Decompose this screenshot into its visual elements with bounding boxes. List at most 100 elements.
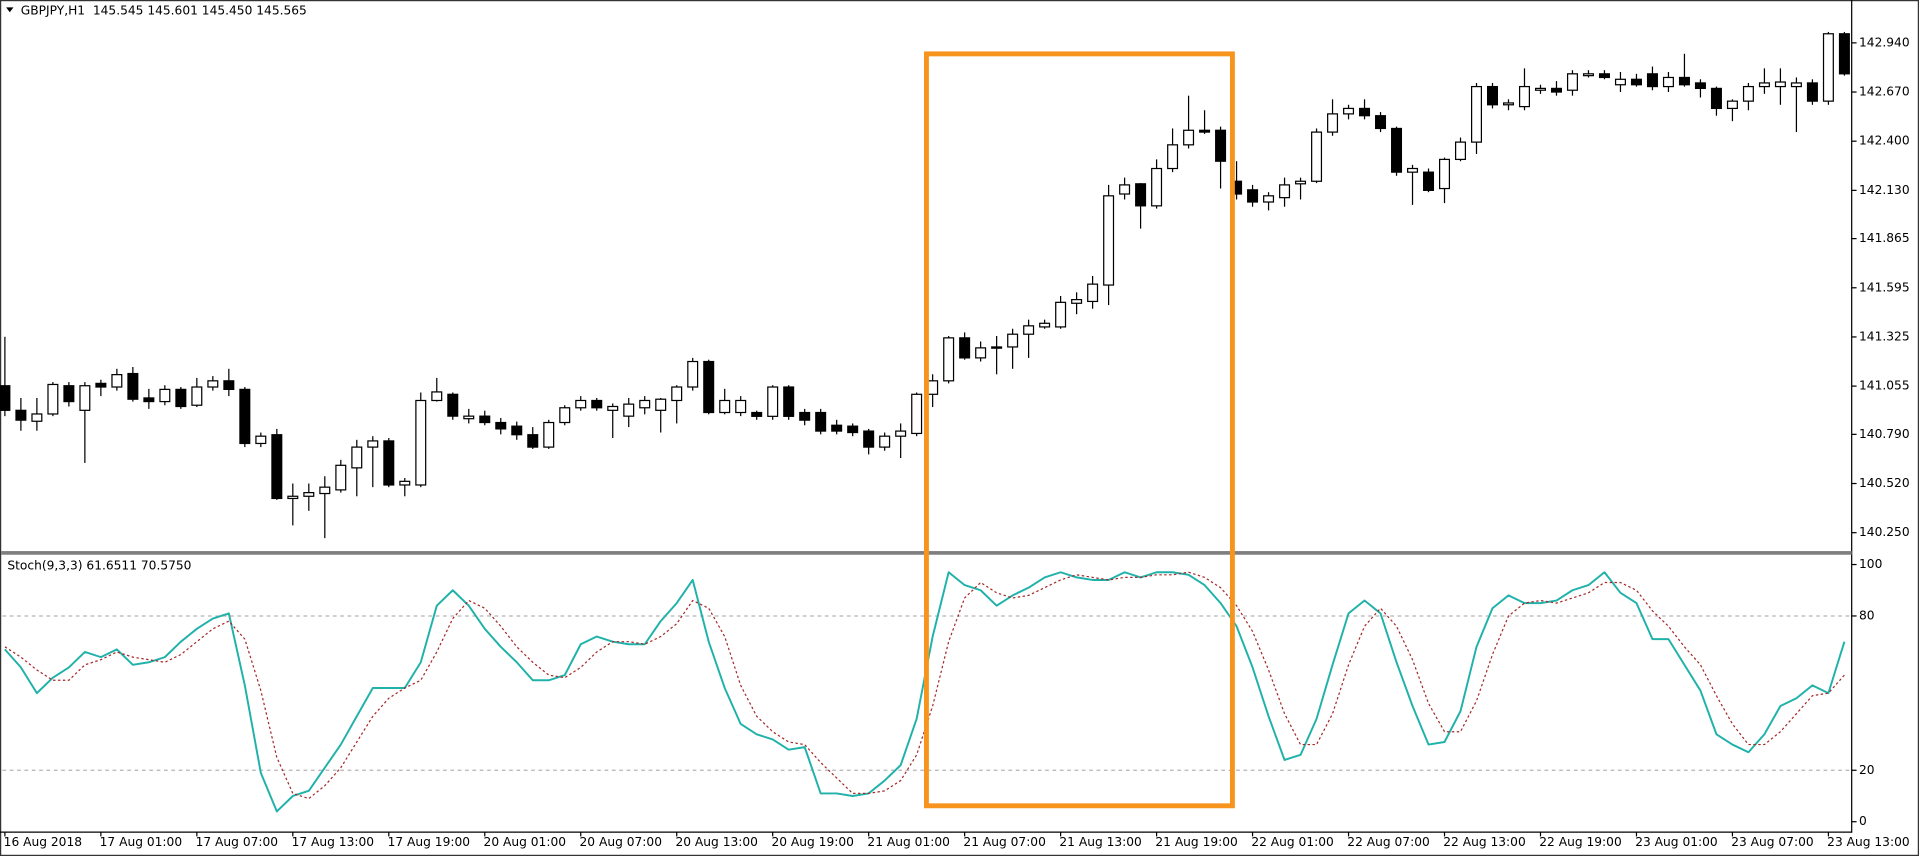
candle-body xyxy=(703,360,715,414)
candle-body xyxy=(1343,107,1355,115)
y-tick-label: 142.670 xyxy=(1859,85,1910,99)
candle-body xyxy=(1790,82,1802,88)
candle-body xyxy=(1710,87,1722,110)
candle-body xyxy=(415,399,427,486)
candle-body xyxy=(1518,85,1530,108)
candle-body xyxy=(287,495,299,500)
candle-body xyxy=(911,393,923,435)
candle-body xyxy=(783,386,795,417)
indicator-title: Stoch(9,3,3) 61.6511 70.5750 xyxy=(7,558,191,572)
candle-body xyxy=(1023,325,1035,335)
candle-body xyxy=(1199,129,1211,133)
y-tick-label: 140.250 xyxy=(1859,525,1910,539)
candle-body xyxy=(431,391,443,402)
candle-body xyxy=(799,411,811,421)
y-tick-label: 20 xyxy=(1859,763,1875,777)
candle-body xyxy=(927,380,939,395)
candle-body xyxy=(1502,102,1515,106)
candle-body xyxy=(975,347,987,359)
candle-body xyxy=(1247,189,1259,203)
candle-body xyxy=(1566,73,1578,91)
candle-body xyxy=(1774,81,1786,88)
candle-body xyxy=(255,435,267,445)
candle-body xyxy=(623,403,635,417)
candle-body xyxy=(223,380,235,390)
candle-body xyxy=(879,435,891,448)
candle-body xyxy=(1630,78,1642,86)
candle-body xyxy=(447,393,459,417)
candle-body xyxy=(671,386,683,402)
candle-body xyxy=(1279,184,1291,199)
candle-body xyxy=(1119,184,1131,195)
candle-body xyxy=(463,415,475,420)
candle-body xyxy=(1486,85,1499,106)
candle-body xyxy=(1758,82,1770,88)
y-tick-label: 140.790 xyxy=(1859,427,1910,441)
candle-body xyxy=(335,464,347,491)
x-tick-label: 22 Aug 01:00 xyxy=(1251,835,1333,849)
x-tick-label: 17 Aug 07:00 xyxy=(196,835,278,849)
candle-body xyxy=(127,372,139,400)
y-tick-label: 0 xyxy=(1859,814,1867,828)
candle-body xyxy=(847,425,859,434)
y-tick-label: 141.865 xyxy=(1859,231,1910,245)
y-tick-label: 142.130 xyxy=(1859,183,1910,197)
candle-body xyxy=(95,382,107,388)
x-tick-label: 20 Aug 13:00 xyxy=(675,835,757,849)
candle-body xyxy=(1039,322,1051,328)
candle-body xyxy=(1407,167,1419,173)
candle-body xyxy=(1167,144,1179,170)
candle-body xyxy=(1311,131,1323,182)
candle-body xyxy=(943,337,955,382)
candle-body xyxy=(1263,195,1275,203)
y-tick-label: 80 xyxy=(1859,608,1875,622)
candle-body xyxy=(559,407,571,424)
y-tick-label: 142.400 xyxy=(1859,134,1910,148)
x-tick-label: 20 Aug 19:00 xyxy=(771,835,853,849)
candle-body xyxy=(399,480,411,486)
x-tick-label: 22 Aug 07:00 xyxy=(1347,835,1429,849)
candle-body xyxy=(1646,73,1658,88)
candle-body xyxy=(1726,100,1738,110)
candle-body xyxy=(0,385,11,411)
x-tick-label: 23 Aug 13:00 xyxy=(1827,835,1909,849)
candle-body xyxy=(895,430,907,437)
candle-body xyxy=(239,388,251,445)
candle-body xyxy=(1582,73,1594,77)
candle-body xyxy=(303,492,315,497)
candle-body xyxy=(751,411,763,417)
candle-body xyxy=(271,434,283,500)
candle-body xyxy=(1838,33,1850,75)
candle-body xyxy=(1087,283,1099,303)
menu-arrow xyxy=(6,7,14,13)
x-tick-label: 21 Aug 07:00 xyxy=(963,835,1045,849)
candle-body xyxy=(1071,299,1083,304)
candle-body xyxy=(319,486,331,495)
candle-body xyxy=(735,399,747,414)
candle-body xyxy=(1183,129,1195,146)
y-tick-label: 100 xyxy=(1859,557,1882,571)
candle-body xyxy=(1534,87,1546,91)
candle-body xyxy=(527,434,539,448)
candle-body xyxy=(143,397,155,403)
candle-body xyxy=(959,337,971,359)
x-tick-label: 17 Aug 19:00 xyxy=(388,835,470,849)
candle-body xyxy=(687,360,699,388)
candle-body xyxy=(1822,33,1834,102)
candle-body xyxy=(79,385,91,411)
x-tick-label: 17 Aug 13:00 xyxy=(292,835,374,849)
candle-body xyxy=(1550,87,1562,93)
candle-body xyxy=(383,440,395,486)
candle-body xyxy=(1439,158,1451,190)
candle-body xyxy=(1455,141,1467,161)
candle-body xyxy=(639,399,651,409)
candle-body xyxy=(1742,85,1754,102)
chart-title: GBPJPY,H1 145.545 145.601 145.450 145.56… xyxy=(21,4,307,18)
y-tick-label: 142.940 xyxy=(1859,35,1910,49)
candle-body xyxy=(1055,301,1067,328)
x-tick-label: 21 Aug 01:00 xyxy=(867,835,949,849)
candle-body xyxy=(1598,73,1610,79)
candle-body xyxy=(575,399,587,409)
